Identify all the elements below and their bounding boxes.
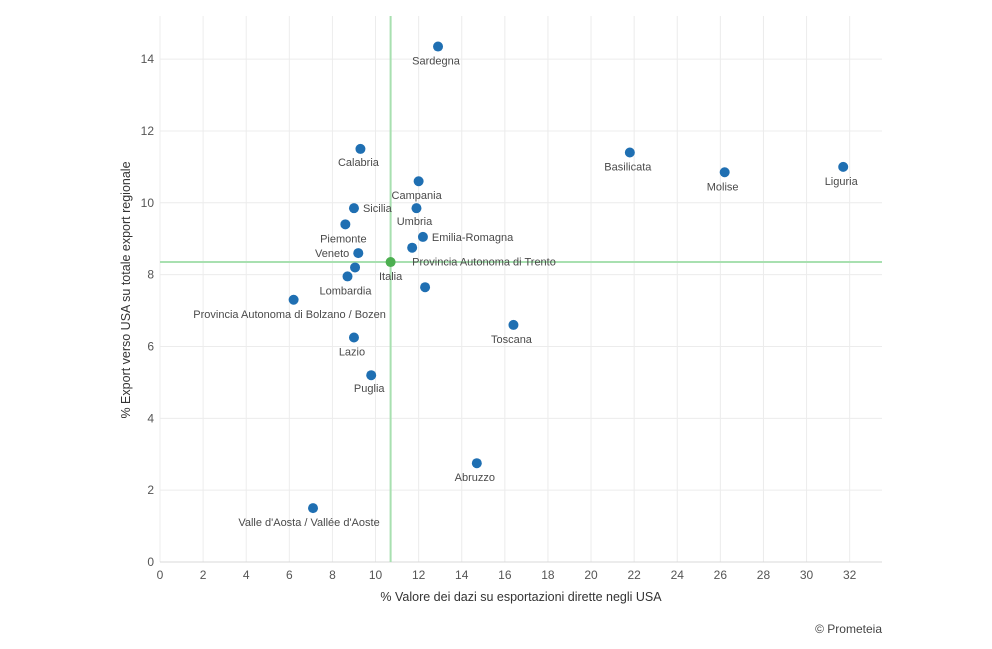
point-label: Puglia — [354, 383, 385, 395]
region-point[interactable] — [355, 143, 366, 154]
point-labels: Sardegna Calabria Basilicata Liguria Molise C… — [193, 56, 858, 530]
x-tick-label: 24 — [671, 568, 685, 582]
region-point[interactable] — [624, 147, 635, 158]
point-label: Provincia Autonoma di Trento — [412, 257, 556, 269]
region-point[interactable] — [411, 203, 422, 214]
point-label: Emilia-Romagna — [432, 232, 514, 244]
x-axis-ticks: 0 2 4 6 8 10 12 14 16 18 20 22 24 26 28 30 32 — [157, 568, 857, 582]
y-axis-ticks: 0 2 4 6 8 10 12 14 — [141, 52, 155, 569]
point-label: Veneto — [315, 248, 349, 260]
region-point[interactable] — [350, 262, 361, 273]
point-label: Lombardia — [320, 285, 373, 297]
point-label: Piemonte — [320, 233, 366, 245]
region-point[interactable] — [719, 167, 730, 178]
x-tick-label: 10 — [369, 568, 383, 582]
x-tick-label: 14 — [455, 568, 469, 582]
x-tick-label: 18 — [541, 568, 555, 582]
y-tick-label: 6 — [147, 339, 154, 353]
x-tick-label: 26 — [714, 568, 728, 582]
y-tick-label: 12 — [141, 124, 155, 138]
grid — [159, 16, 882, 563]
x-tick-label: 12 — [412, 568, 426, 582]
x-axis-title: % Valore dei dazi su esportazioni dirett… — [380, 590, 662, 604]
x-tick-label: 20 — [584, 568, 598, 582]
data-points — [288, 41, 849, 514]
x-tick-label: 32 — [843, 568, 857, 582]
italy-point[interactable] — [385, 257, 396, 268]
point-label: Valle d'Aosta / Vallée d'Aoste — [238, 517, 379, 529]
point-label: Basilicata — [604, 162, 652, 174]
x-tick-label: 8 — [329, 568, 336, 582]
region-point[interactable] — [342, 271, 353, 282]
x-tick-label: 22 — [627, 568, 641, 582]
point-label: Molise — [707, 181, 739, 193]
y-tick-label: 0 — [147, 555, 154, 569]
point-label: Sicilia — [363, 203, 393, 215]
x-tick-label: 4 — [243, 568, 250, 582]
y-tick-label: 10 — [141, 196, 155, 210]
reference-lines — [160, 16, 882, 562]
x-tick-label: 6 — [286, 568, 293, 582]
x-tick-label: 0 — [157, 568, 164, 582]
x-tick-label: 28 — [757, 568, 771, 582]
y-tick-label: 14 — [141, 52, 155, 66]
y-axis-title: % Export verso USA su totale export regi… — [119, 161, 133, 418]
x-tick-label: 30 — [800, 568, 814, 582]
x-tick-label: 2 — [200, 568, 207, 582]
region-point[interactable] — [407, 242, 418, 253]
point-label: Campania — [392, 190, 443, 202]
point-label: Lazio — [339, 346, 365, 358]
point-label: Umbria — [397, 216, 433, 228]
point-label: Abruzzo — [455, 472, 495, 484]
point-label: Liguria — [825, 176, 859, 188]
region-point[interactable] — [340, 219, 351, 230]
region-point[interactable] — [417, 231, 428, 242]
region-point[interactable] — [308, 503, 319, 514]
point-label: Sardegna — [412, 56, 461, 68]
region-point[interactable] — [838, 161, 849, 172]
y-tick-label: 8 — [147, 268, 154, 282]
region-point[interactable] — [348, 203, 359, 214]
region-point[interactable] — [420, 282, 431, 293]
point-label: Toscana — [491, 334, 533, 346]
y-tick-label: 2 — [147, 483, 154, 497]
point-label: Provincia Autonoma di Bolzano / Bozen — [193, 309, 386, 321]
region-point[interactable] — [353, 248, 364, 259]
region-point[interactable] — [288, 294, 299, 305]
region-point[interactable] — [508, 319, 519, 330]
credit-text: © Prometeia — [815, 622, 882, 636]
region-point[interactable] — [413, 176, 424, 187]
region-point[interactable] — [348, 332, 359, 343]
region-point[interactable] — [471, 458, 482, 469]
y-tick-label: 4 — [147, 411, 154, 425]
x-tick-label: 16 — [498, 568, 512, 582]
region-point[interactable] — [433, 41, 444, 52]
point-label: Calabria — [338, 157, 380, 169]
point-label: Italia — [379, 271, 403, 283]
region-point[interactable] — [366, 370, 377, 381]
